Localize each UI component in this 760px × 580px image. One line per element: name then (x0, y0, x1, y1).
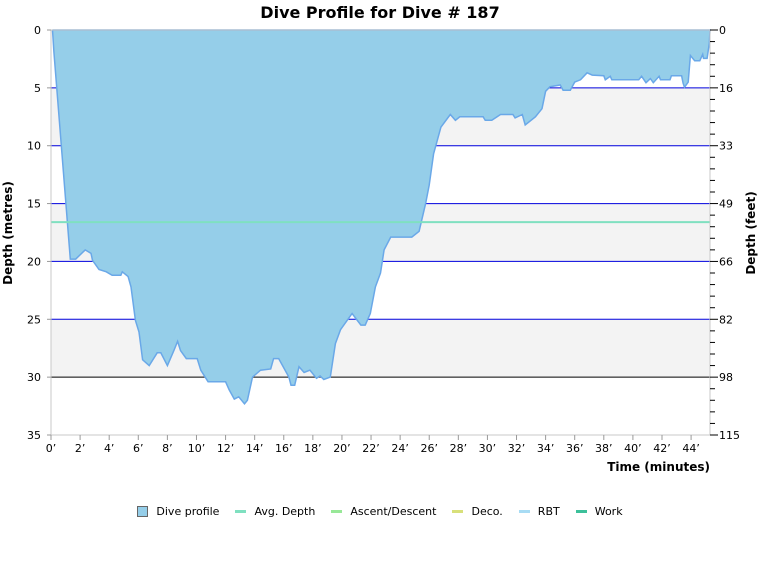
x-tick-label: 24’ (391, 442, 409, 455)
y-axis-label: Depth (metres) (1, 181, 15, 285)
legend-label: Avg. Depth (254, 505, 316, 518)
x-tick-label: 20’ (333, 442, 351, 455)
legend-label: Dive profile (156, 505, 220, 518)
y-right-tick-label: 98 (719, 371, 733, 384)
x-tick-label: 34’ (537, 442, 555, 455)
legend-item[interactable]: Ascent/Descent (331, 505, 436, 518)
y-right-axis-label: Depth (feet) (744, 191, 758, 274)
x-tick-label: 28’ (450, 442, 468, 455)
y-right-tick-label: 33 (719, 140, 733, 153)
x-tick-label: 32’ (508, 442, 526, 455)
legend-swatch (575, 510, 587, 513)
y-tick-label: 30 (27, 371, 41, 384)
legend-label: Work (594, 505, 623, 518)
legend-item[interactable]: RBT (518, 505, 560, 518)
legend-item[interactable]: Dive profile (137, 505, 219, 518)
y-tick-label: 0 (34, 24, 41, 37)
y-right-tick-label: 82 (719, 313, 733, 326)
y-right-tick-label: 49 (719, 198, 733, 211)
x-tick-label: 38’ (595, 442, 613, 455)
y-tick-label: 25 (27, 313, 41, 326)
y-right-tick-label: 16 (719, 82, 733, 95)
x-tick-label: 30’ (479, 442, 497, 455)
x-tick-label: 14’ (246, 442, 264, 455)
y-right-tick-label: 0 (719, 24, 726, 37)
y-tick-label: 20 (27, 255, 41, 268)
y-tick-label: 35 (27, 429, 41, 442)
y-tick-label: 15 (27, 198, 41, 211)
legend-item[interactable]: Avg. Depth (235, 505, 315, 518)
x-tick-label: 40’ (624, 442, 642, 455)
plot-frame (50, 29, 711, 436)
y-tick-label: 10 (27, 140, 41, 153)
legend-item[interactable]: Work (575, 505, 623, 518)
x-tick-label: 8’ (162, 442, 173, 455)
x-tick-label: 10’ (188, 442, 206, 455)
legend-item[interactable]: Deco. (452, 505, 503, 518)
x-tick-label: 2’ (75, 442, 86, 455)
x-tick-label: 36’ (566, 442, 584, 455)
x-tick-label: 42’ (653, 442, 671, 455)
legend-label: RBT (537, 505, 560, 518)
x-tick-label: 0’ (46, 442, 57, 455)
legend-swatch (331, 510, 343, 513)
legend-swatch (235, 510, 247, 513)
chart-title: Dive Profile for Dive # 187 (260, 3, 500, 22)
legend: Dive profile Avg. Depth Ascent/Descent Deco… (0, 505, 760, 518)
x-tick-label: 12’ (217, 442, 235, 455)
legend-label: Deco. (471, 505, 503, 518)
x-tick-label: 22’ (362, 442, 380, 455)
x-tick-label: 26’ (420, 442, 438, 455)
x-tick-label: 18’ (304, 442, 322, 455)
x-tick-label: 4’ (104, 442, 115, 455)
y-right-tick-label: 66 (719, 255, 733, 268)
y-right-tick-label: 115 (719, 429, 740, 442)
legend-swatch (518, 510, 530, 513)
x-tick-label: 6’ (133, 442, 144, 455)
legend-label: Ascent/Descent (350, 505, 437, 518)
x-axis-label: Time (minutes) (607, 460, 710, 474)
legend-swatch (452, 510, 464, 513)
x-tick-label: 16’ (275, 442, 293, 455)
y-tick-label: 5 (34, 82, 41, 95)
legend-swatch (137, 506, 149, 517)
dive-profile-area (51, 29, 711, 405)
x-tick-label: 44’ (682, 442, 700, 455)
